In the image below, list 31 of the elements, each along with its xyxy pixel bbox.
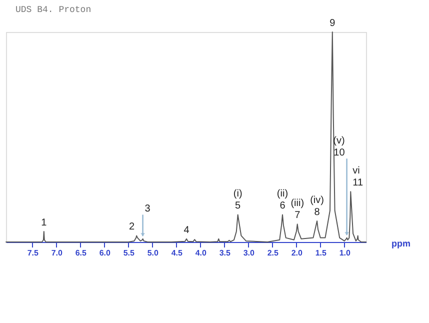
annotation: (iii) xyxy=(290,198,304,210)
annotation: vi xyxy=(352,166,360,177)
x-tick-label: 3.5 xyxy=(219,248,232,258)
x-axis-title: ppm xyxy=(392,238,410,248)
annotation: 11 xyxy=(352,178,364,189)
annotation: 3 xyxy=(144,204,151,215)
x-tick-label: 4.5 xyxy=(171,248,184,258)
annotation: 9 xyxy=(330,18,336,29)
x-tick-label: 1.0 xyxy=(339,248,352,258)
x-tick-label: 5.0 xyxy=(147,248,160,258)
annotation: 6 xyxy=(280,200,286,212)
annotation: 8 xyxy=(314,207,320,218)
x-tick-label: 6.0 xyxy=(99,248,112,258)
annotation: (ii) xyxy=(276,188,288,200)
x-tick-label: 4.0 xyxy=(195,248,208,258)
annotation: 5 xyxy=(235,200,242,212)
annotation: 1 xyxy=(41,218,48,228)
x-tick-label: 2.5 xyxy=(267,248,280,258)
chart-title: UDS B4. Proton xyxy=(16,5,92,15)
annotation: (i) xyxy=(233,188,242,200)
x-tick-label: 3.0 xyxy=(243,248,256,258)
x-tick-label: 5.5 xyxy=(123,248,136,258)
x-tick-label: 7.0 xyxy=(51,248,64,258)
x-tick-label: 2.0 xyxy=(291,248,304,258)
x-tick-label: 6.5 xyxy=(75,248,88,258)
annotation: 7 xyxy=(294,210,301,222)
x-tick-label: 1.5 xyxy=(315,248,328,258)
x-tick-label: 7.5 xyxy=(27,248,40,258)
annotation: 4 xyxy=(184,224,190,236)
annotation: 2 xyxy=(128,222,135,233)
annotation: (iv) xyxy=(310,195,324,206)
